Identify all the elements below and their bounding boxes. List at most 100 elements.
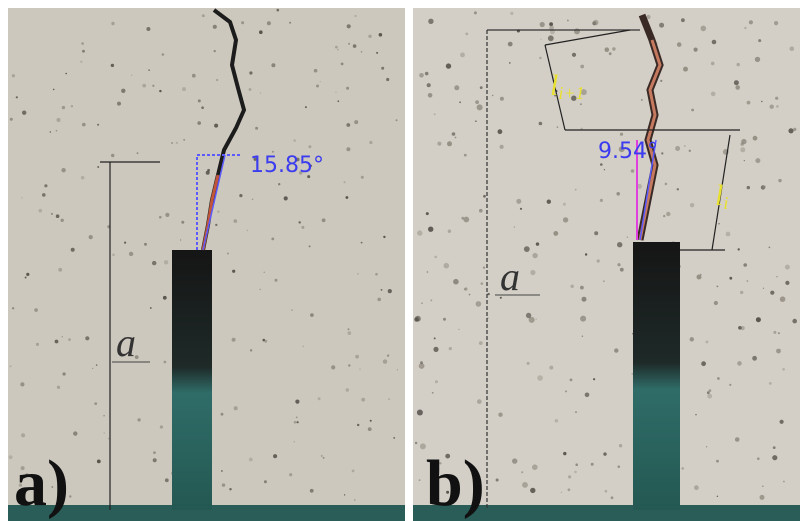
speckle — [34, 308, 38, 312]
speckle — [353, 44, 357, 48]
speckle — [361, 51, 363, 53]
depth-label: a — [116, 320, 136, 365]
speckle — [144, 243, 147, 246]
speckle — [532, 253, 537, 258]
speckle — [619, 444, 622, 447]
speckle — [600, 199, 603, 202]
panel-label: b) — [426, 447, 485, 520]
speckle — [347, 24, 351, 28]
speckle — [383, 236, 385, 238]
speckle — [111, 154, 114, 157]
speckle — [346, 388, 349, 391]
speckle — [689, 150, 691, 152]
speckle — [778, 179, 781, 182]
speckle — [776, 349, 781, 354]
speckle — [387, 355, 389, 357]
speckle — [348, 328, 350, 330]
speckle — [677, 42, 682, 47]
speckle — [718, 223, 720, 225]
speckle — [701, 361, 706, 366]
speckle — [738, 248, 740, 250]
speckle — [80, 61, 82, 63]
speckle — [192, 74, 196, 78]
speckle — [277, 9, 280, 12]
speckle — [532, 464, 538, 470]
speckle — [297, 421, 299, 423]
speckle — [469, 294, 471, 296]
speckle — [453, 279, 459, 285]
speckle — [769, 382, 772, 385]
speckle — [735, 437, 740, 442]
speckle — [563, 452, 566, 455]
speckle — [481, 282, 484, 285]
speckle — [510, 12, 513, 15]
speckle — [749, 20, 753, 24]
speckle — [82, 50, 85, 53]
speckle — [232, 270, 235, 273]
speckle — [420, 361, 423, 364]
speckle — [150, 307, 152, 309]
speckle — [176, 142, 178, 144]
speckle — [310, 489, 314, 493]
speckle — [10, 365, 12, 367]
speckle — [452, 132, 456, 136]
speckle — [747, 186, 750, 189]
speckle — [303, 346, 304, 347]
speckle — [593, 20, 598, 25]
speckle — [357, 273, 359, 275]
speckle — [388, 398, 390, 400]
speckle — [474, 11, 477, 14]
speckle — [758, 39, 761, 42]
speckle — [620, 133, 623, 136]
speckle — [388, 289, 392, 293]
speckle — [770, 105, 774, 109]
speckle — [165, 478, 169, 482]
speckle — [522, 482, 528, 488]
speckle — [397, 369, 398, 370]
speckle — [165, 213, 169, 217]
speckle — [480, 86, 483, 89]
speckle — [605, 47, 610, 52]
speckle — [227, 253, 229, 255]
speckle — [665, 183, 668, 186]
speckle — [137, 152, 139, 154]
speckle — [735, 85, 740, 90]
speckle — [104, 432, 105, 433]
speckle — [455, 137, 457, 139]
speckle — [207, 169, 210, 172]
segment-label-main: l — [715, 179, 723, 212]
speckle — [776, 276, 777, 277]
speckle — [582, 297, 587, 302]
speckle — [690, 337, 694, 341]
speckle — [711, 92, 716, 97]
speckle — [309, 245, 311, 247]
speckle — [346, 123, 350, 127]
speckle — [348, 364, 350, 366]
speckle — [16, 96, 18, 98]
speckle — [321, 455, 323, 457]
speckle — [97, 124, 99, 126]
panel-b-background — [413, 8, 800, 513]
speckle — [712, 40, 717, 45]
speckle — [770, 291, 774, 295]
speckle — [73, 431, 77, 435]
speckle — [376, 52, 378, 54]
speckle — [479, 341, 483, 345]
speckle — [421, 303, 422, 304]
speckle — [278, 183, 280, 185]
speckle — [368, 427, 372, 431]
speckle — [585, 253, 587, 255]
speckle — [289, 22, 291, 24]
speckle — [477, 399, 482, 404]
speckle — [369, 141, 372, 144]
speckle — [426, 212, 429, 215]
speckle — [331, 365, 335, 369]
speckle — [137, 418, 140, 421]
speckle — [539, 57, 542, 60]
speckle — [417, 230, 422, 235]
speckle — [527, 362, 530, 365]
speckle — [152, 261, 156, 265]
speckle — [783, 481, 785, 483]
speckle — [458, 329, 459, 330]
speckle — [575, 463, 578, 466]
